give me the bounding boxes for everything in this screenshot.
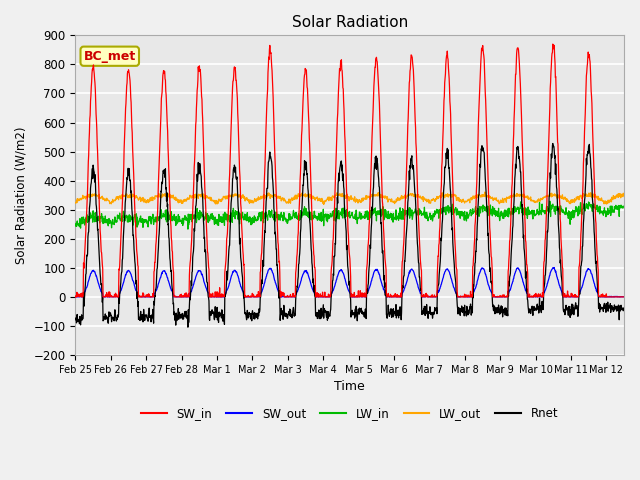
Legend: SW_in, SW_out, LW_in, LW_out, Rnet: SW_in, SW_out, LW_in, LW_out, Rnet (136, 402, 563, 425)
X-axis label: Time: Time (334, 380, 365, 393)
Text: BC_met: BC_met (84, 50, 136, 63)
Title: Solar Radiation: Solar Radiation (292, 15, 408, 30)
Y-axis label: Solar Radiation (W/m2): Solar Radiation (W/m2) (15, 126, 28, 264)
